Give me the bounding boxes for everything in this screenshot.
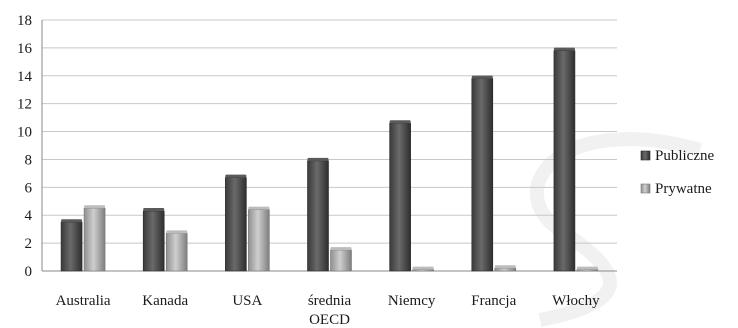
bar-body: [576, 269, 599, 272]
bar-publiczne-3: [307, 157, 329, 272]
bar-body: [389, 122, 411, 272]
y-tick-label: 14: [17, 69, 33, 85]
bar-publiczne-6: [553, 47, 576, 272]
bar-top: [307, 157, 329, 161]
bar-prywatne-1: [165, 230, 188, 272]
bar-prywatne-3: [330, 247, 352, 272]
bar-body: [225, 177, 247, 272]
x-category-label: Niemcy: [388, 293, 436, 309]
bar-body: [83, 207, 106, 272]
bar-prywatne-2: [248, 206, 270, 272]
y-tick-label: 4: [25, 208, 33, 224]
bar-top: [143, 208, 165, 212]
bar-body: [553, 50, 576, 272]
legend-swatch: [640, 150, 651, 161]
bar-top: [494, 265, 516, 269]
legend: Publiczne Prywatne: [640, 148, 714, 197]
legend-item-publiczne: Publiczne: [640, 148, 714, 164]
bar-publiczne-2: [225, 174, 247, 272]
bar-body: [494, 267, 517, 272]
legend-item-prywatne: Prywatne: [640, 181, 712, 197]
bar-body: [471, 78, 494, 272]
x-axis-categories: Australia Kanada USA średnia OECD Niemcy Franc…: [56, 293, 601, 328]
bar-top: [412, 266, 434, 270]
bar-body: [412, 269, 434, 272]
y-tick-label: 16: [17, 41, 33, 57]
y-tick-label: 10: [17, 125, 32, 141]
bar-body: [248, 209, 270, 272]
bar-top: [248, 206, 270, 210]
bar-top: [576, 266, 598, 270]
x-category-label: USA: [232, 293, 262, 309]
bar-publiczne-1: [142, 208, 165, 272]
y-tick-label: 12: [17, 97, 32, 113]
y-tick-label: 8: [25, 152, 33, 168]
bar-top: [389, 120, 411, 124]
y-tick-label: 2: [25, 236, 33, 252]
x-category-label: Włochy: [552, 293, 600, 309]
x-category-label: Kanada: [142, 293, 188, 309]
bar-body: [330, 249, 352, 272]
bar-top: [553, 47, 575, 51]
y-tick-label: 18: [17, 13, 32, 29]
legend-label: Prywatne: [655, 181, 712, 197]
bar-body: [307, 160, 329, 272]
bar-top: [61, 219, 83, 223]
bar-prywatne-5: [494, 265, 517, 272]
bar-prywatne-6: [576, 266, 599, 272]
legend-label: Publiczne: [655, 148, 714, 164]
bar-prywatne-4: [412, 266, 434, 272]
bars: [60, 47, 599, 272]
y-axis-ticks: 0 2 4 6 8 10 12 14 16 18: [17, 13, 33, 280]
x-category-label: Australia: [56, 293, 111, 309]
bar-body: [165, 233, 188, 272]
bar-top: [471, 75, 493, 79]
bar-top: [84, 205, 106, 209]
bar-publiczne-4: [389, 120, 411, 272]
bar-body: [60, 221, 83, 272]
bar-body: [142, 210, 165, 272]
y-tick-label: 0: [25, 264, 33, 280]
gridlines: [41, 19, 617, 272]
x-category-label: Francja: [471, 293, 516, 309]
x-category-label: średnia OECD: [308, 293, 352, 328]
bar-top: [225, 174, 247, 178]
bar-top: [330, 247, 352, 251]
bar-publiczne-0: [60, 219, 83, 272]
bar-top: [166, 230, 188, 234]
bar-prywatne-0: [83, 205, 106, 272]
bar-publiczne-5: [471, 75, 494, 272]
legend-swatch: [640, 183, 651, 194]
y-tick-label: 6: [25, 180, 33, 196]
